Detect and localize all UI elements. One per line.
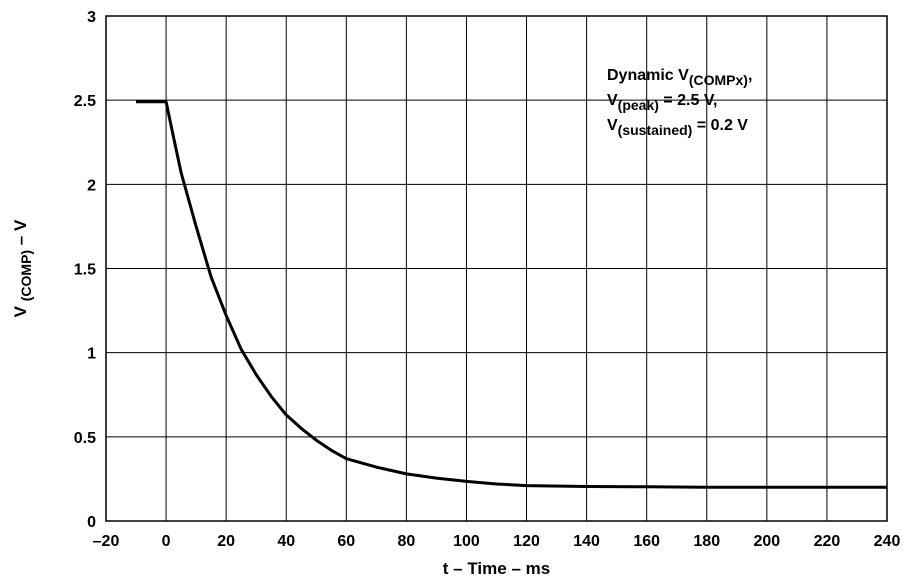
annotation-text: V [607,117,618,134]
annotation-text: , [748,67,752,84]
y-tick-label: 0 [87,514,96,531]
annotation-line: V(peak) = 2.5 V, [607,92,717,113]
y-axis-label-suffix: – V [11,219,30,245]
plot-frame [105,15,888,522]
y-tick-label: 0.5 [74,430,96,447]
annotation-line: Dynamic V(COMPx), [607,67,752,88]
y-axis-label-main: V [11,305,30,317]
y-tick-label: 2.5 [74,93,96,110]
annotation-subscript: (peak) [618,97,659,113]
annotation: Dynamic V(COMPx),V(peak) = 2.5 V,V(susta… [607,67,752,138]
annotation-text: = 2.5 V, [659,92,718,109]
y-tick-label: 1 [87,346,96,363]
y-tick-labels: 0 0.5 1 1.5 2 2.5 3 [74,9,96,531]
x-tick-label: 240 [874,533,901,550]
series-line [136,100,887,489]
annotation-text: V [607,92,618,109]
y-axis-label-subscript: (COMP) [18,250,34,301]
x-tick-label: –20 [93,533,120,550]
annotation-subscript: (sustained) [618,122,693,138]
y-axis-label: V (COMP) – V [11,219,35,317]
x-tick-label: 40 [277,533,295,550]
x-tick-labels: –20 0 20 40 60 80 100 120 140 160 180 200 220 240 [93,533,901,550]
x-tick-label: 20 [217,533,235,550]
x-tick-label: 200 [753,533,780,550]
x-tick-label: 220 [814,533,841,550]
x-tick-label: 140 [573,533,600,550]
annotation-line: V(sustained) = 0.2 V [607,117,748,138]
y-tick-label: 3 [87,9,96,26]
grid-lines [105,15,888,522]
x-tick-label: 160 [633,533,660,550]
y-tick-label: 1.5 [74,262,96,279]
x-tick-label: 100 [453,533,480,550]
y-tick-label: 2 [87,177,96,194]
x-tick-label: 0 [162,533,171,550]
x-tick-label: 120 [513,533,540,550]
x-tick-label: 180 [693,533,720,550]
annotation-text: Dynamic V [607,67,689,84]
annotation-text: = 0.2 V [692,117,748,134]
x-tick-label: 80 [397,533,415,550]
x-tick-label: 60 [337,533,355,550]
annotation-subscript: (COMPx) [689,72,748,88]
x-axis-label: t – Time – ms [443,559,550,578]
